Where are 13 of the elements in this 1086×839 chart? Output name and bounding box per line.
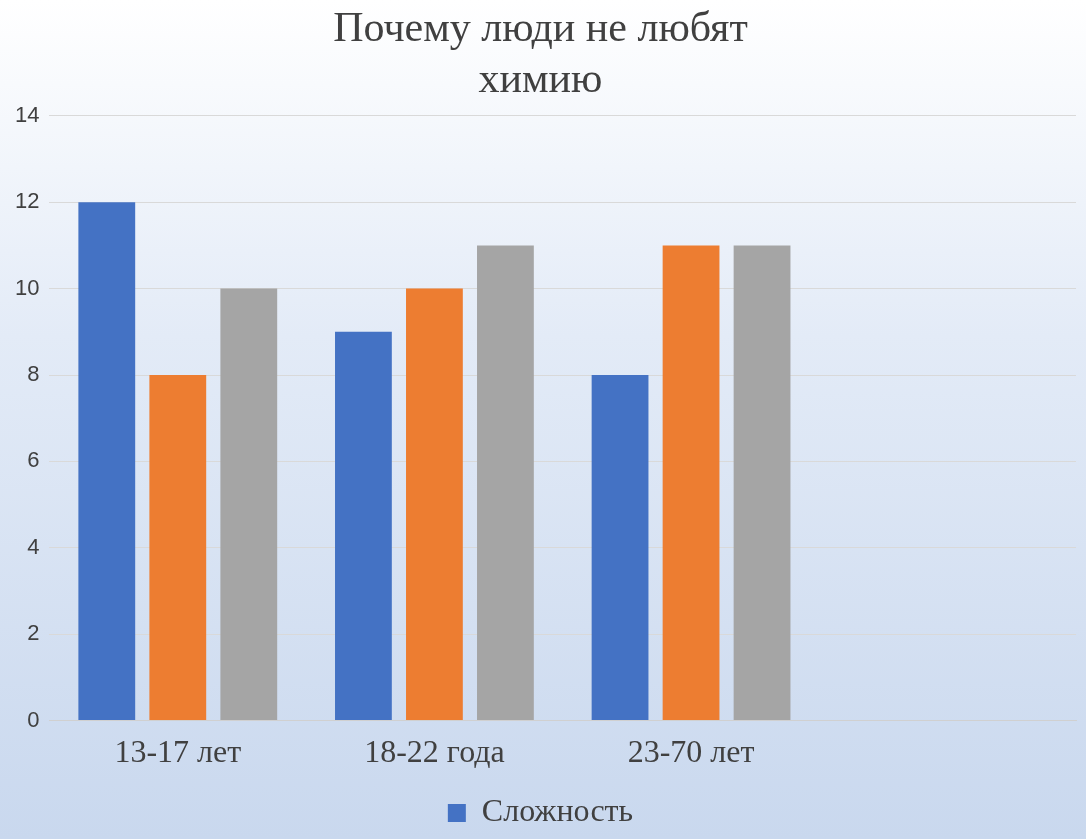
y-tick-label: 6 bbox=[27, 447, 40, 473]
y-tick-label: 12 bbox=[14, 188, 40, 214]
y-tick-label: 4 bbox=[27, 533, 40, 559]
y-tick-label: 14 bbox=[14, 101, 40, 127]
y-tick-label: 2 bbox=[27, 620, 40, 646]
x-tick-label: 13-17 лет bbox=[114, 733, 242, 770]
x-tick-label: 18-22 года bbox=[364, 733, 505, 770]
chart-title: Почему люди не любят химию bbox=[333, 4, 748, 101]
legend-label: Сложность bbox=[481, 792, 634, 829]
y-tick-label: 0 bbox=[27, 706, 40, 732]
y-tick-label: 10 bbox=[14, 274, 40, 300]
y-tick-label: 8 bbox=[27, 361, 40, 387]
x-tick-label: 23-70 лет bbox=[627, 733, 755, 770]
